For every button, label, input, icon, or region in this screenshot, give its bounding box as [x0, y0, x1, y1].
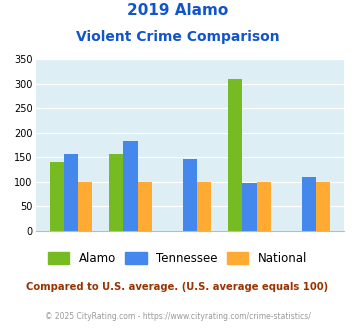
Legend: Alamo, Tennessee, National: Alamo, Tennessee, National [44, 248, 311, 269]
Bar [64, 154, 78, 231]
Bar [242, 183, 257, 231]
Bar [197, 182, 211, 231]
Bar [183, 159, 197, 231]
Text: © 2025 CityRating.com - https://www.cityrating.com/crime-statistics/: © 2025 CityRating.com - https://www.city… [45, 312, 310, 321]
Bar [78, 182, 92, 231]
Bar [138, 182, 152, 231]
Text: Violent Crime Comparison: Violent Crime Comparison [76, 30, 279, 44]
Bar [302, 177, 316, 231]
Bar [123, 141, 138, 231]
Bar [50, 162, 64, 231]
Bar [316, 182, 330, 231]
Bar [228, 79, 242, 231]
Text: Compared to U.S. average. (U.S. average equals 100): Compared to U.S. average. (U.S. average … [26, 282, 329, 292]
Bar [257, 182, 271, 231]
Text: 2019 Alamo: 2019 Alamo [127, 3, 228, 18]
Bar [109, 154, 123, 231]
